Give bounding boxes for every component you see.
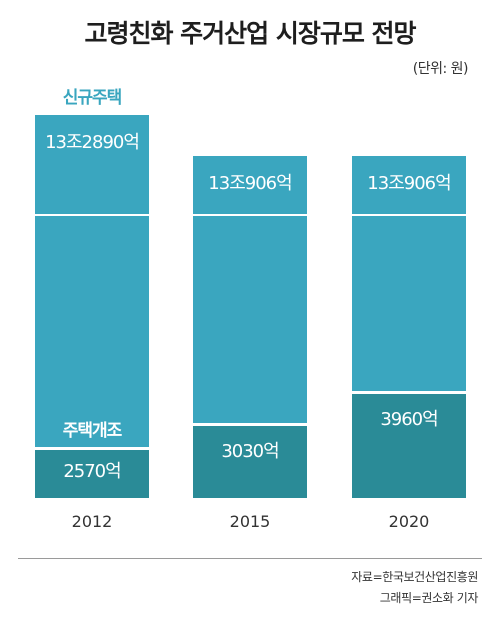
credit-text: 그래픽=권소화 기자 (379, 591, 479, 605)
value-label-renovation-2015: 3030억 (221, 441, 278, 462)
bar-inner-divider-2012 (35, 214, 149, 216)
series-label-renovation: 주택개조 (63, 421, 123, 441)
unit-label: (단위: 원) (412, 61, 469, 77)
value-label-new-housing-2020: 13조906억 (367, 173, 450, 194)
value-label-renovation-2012: 2570억 (63, 461, 120, 482)
bar-inner-divider-2015 (193, 214, 307, 216)
bar-renovation-2012 (35, 450, 149, 498)
bar-renovation-2020 (352, 394, 466, 498)
bar-new-housing-2020 (352, 156, 466, 391)
bar-new-housing-2012 (35, 115, 149, 447)
bar-inner-divider-2020 (352, 214, 466, 216)
value-label-new-housing-2012: 13조2890억 (45, 132, 139, 153)
x-tick-label-2012: 2012 (72, 512, 113, 531)
bar-new-housing-2015 (193, 156, 307, 423)
value-label-new-housing-2015: 13조906억 (208, 173, 291, 194)
source-text: 자료=한국보건산업진흥원 (351, 570, 478, 584)
stacked-bar-chart: 13조2890억 2570억 2012 13조906억 3030억 2015 13조906억… (35, 88, 466, 531)
series-label-new-housing: 신규주택 (63, 88, 122, 108)
x-tick-label-2020: 2020 (389, 512, 430, 531)
value-label-renovation-2020: 3960억 (380, 409, 437, 430)
chart-title: 고령친화 주거산업 시장규모 전망 (84, 19, 416, 48)
x-tick-label-2015: 2015 (230, 512, 271, 531)
footer-divider (18, 558, 482, 559)
bar-renovation-2015 (193, 426, 307, 498)
source-note: 자료=한국보건산업진흥원 그래픽=권소화 기자 (351, 567, 478, 609)
